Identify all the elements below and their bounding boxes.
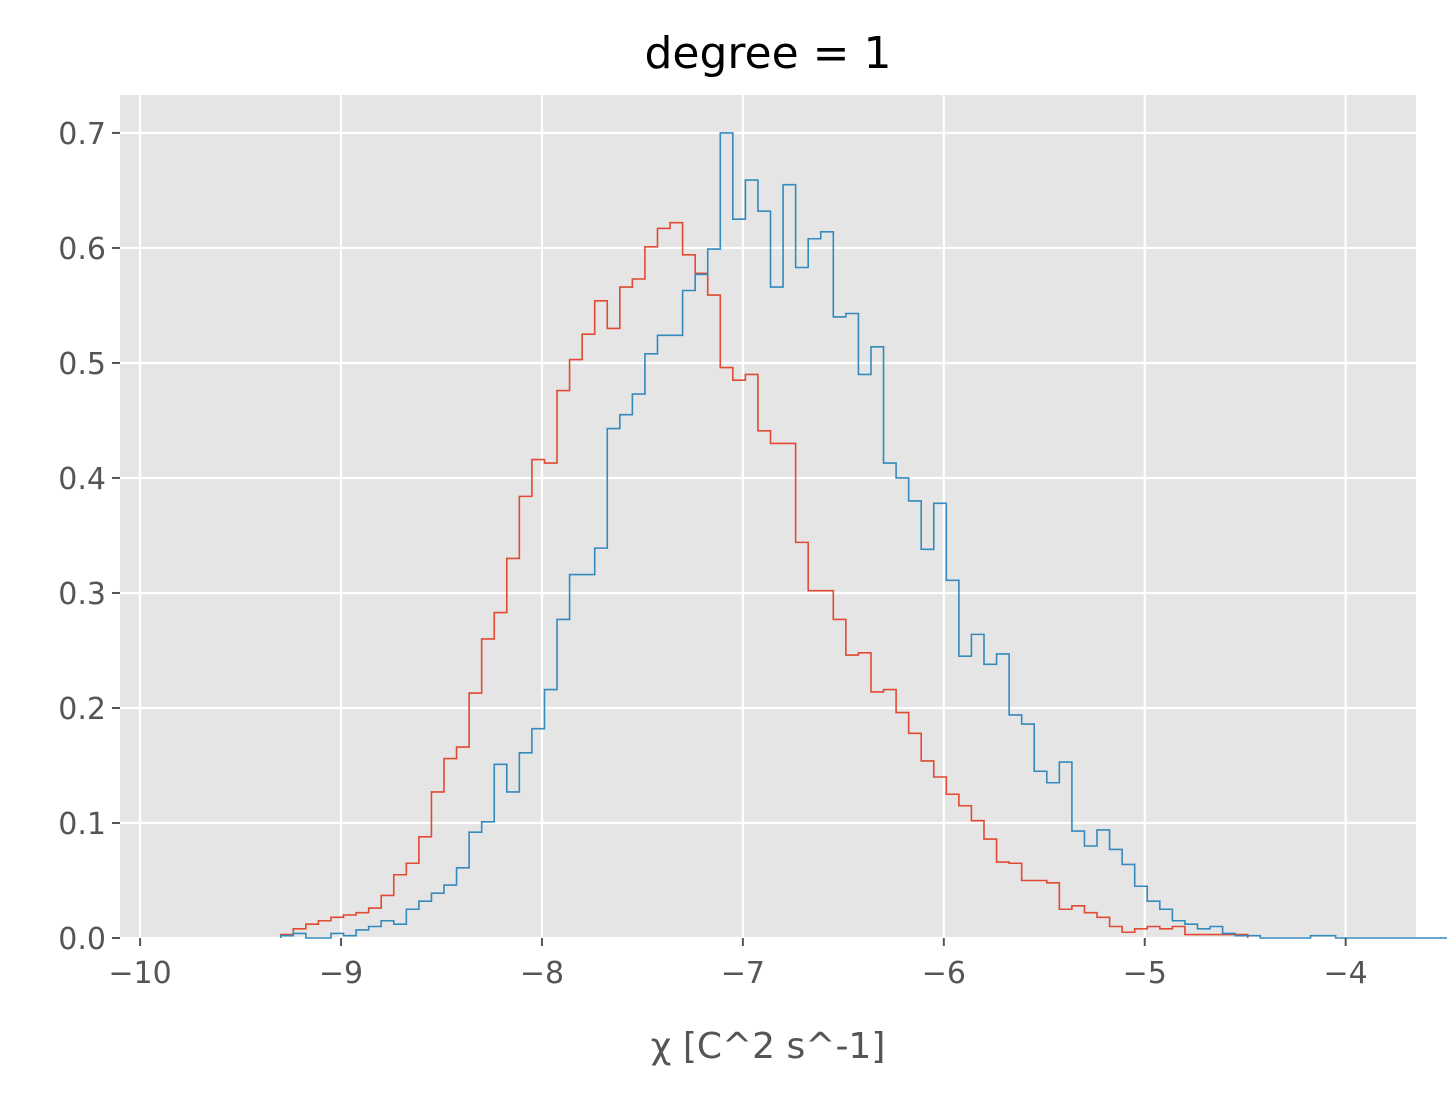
grid-lines bbox=[120, 95, 1416, 940]
plot-background bbox=[120, 95, 1416, 938]
x-axis-label: χ [C^2 s^-1] bbox=[651, 1026, 886, 1067]
histogram-series-1 bbox=[279, 221, 1249, 938]
x-tick-label: −10 bbox=[108, 956, 171, 991]
y-tick-label: 0.2 bbox=[58, 692, 106, 727]
y-tick-label: 0.7 bbox=[58, 117, 106, 152]
x-tick-label: −8 bbox=[520, 956, 564, 991]
x-tick-label: −9 bbox=[319, 956, 363, 991]
chart-title: degree = 1 bbox=[644, 28, 891, 79]
x-tick-label: −5 bbox=[1123, 956, 1167, 991]
axes: −10 −9 −8 −7 −6 −5 −4 0.0 0.1 0.2 0.3 0.4 0.5 0.6 0.7 bbox=[58, 117, 1368, 991]
x-tick-label: −6 bbox=[922, 956, 966, 991]
x-tick-label: −4 bbox=[1324, 956, 1368, 991]
y-tick-label: 0.3 bbox=[58, 577, 106, 612]
x-tick-label: −7 bbox=[721, 956, 765, 991]
series-layer bbox=[279, 132, 1447, 939]
y-tick-label: 0.0 bbox=[58, 922, 106, 957]
histogram-series-2 bbox=[279, 132, 1447, 939]
y-tick-label: 0.1 bbox=[58, 807, 106, 842]
y-tick-label: 0.6 bbox=[58, 232, 106, 267]
y-tick-label: 0.5 bbox=[58, 347, 106, 382]
y-tick-label: 0.4 bbox=[58, 462, 106, 497]
